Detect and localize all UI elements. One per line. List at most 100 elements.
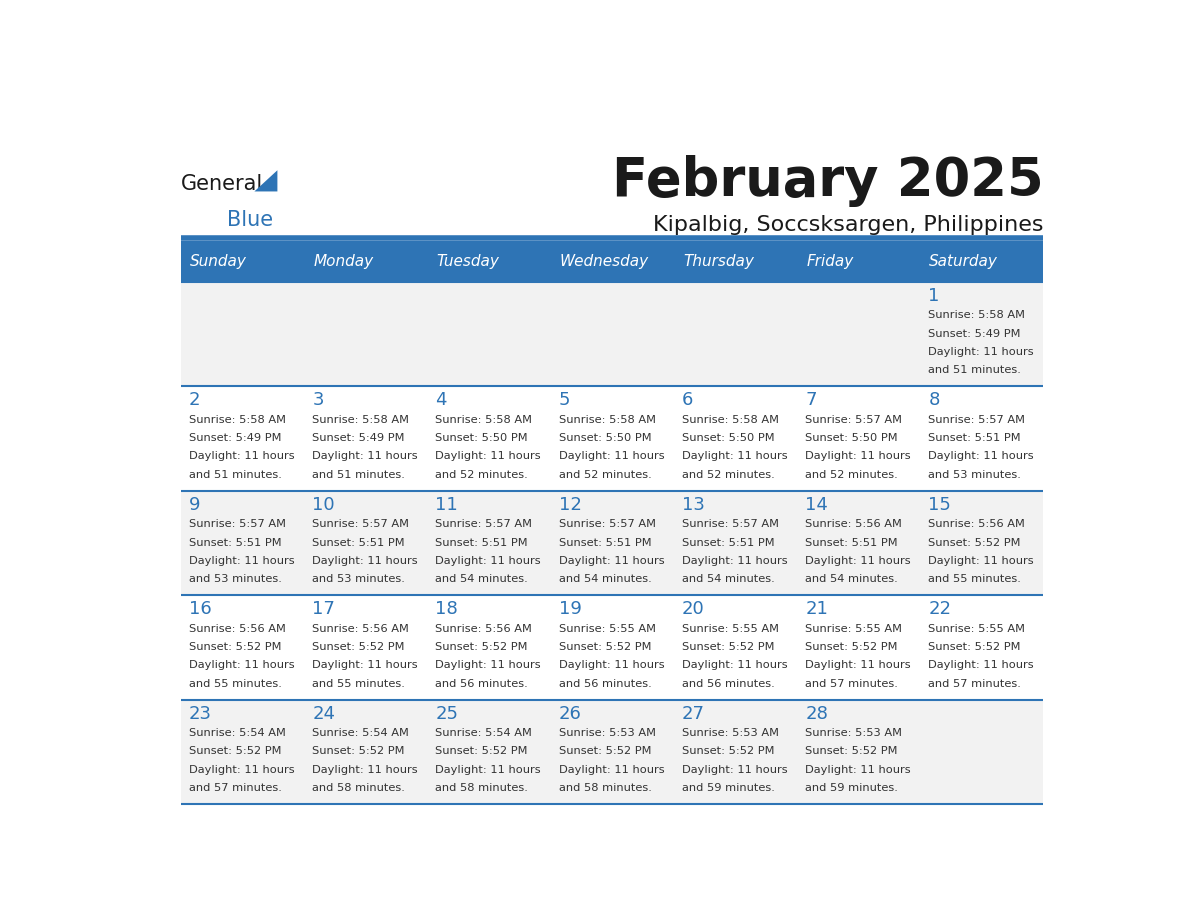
Bar bbox=[181, 596, 1043, 700]
Text: Thursday: Thursday bbox=[683, 254, 753, 269]
Text: Sunset: 5:49 PM: Sunset: 5:49 PM bbox=[312, 433, 405, 443]
Text: 23: 23 bbox=[189, 705, 211, 722]
Text: Sunset: 5:52 PM: Sunset: 5:52 PM bbox=[312, 746, 405, 756]
Text: Sunset: 5:51 PM: Sunset: 5:51 PM bbox=[929, 433, 1022, 443]
Text: and 57 minutes.: and 57 minutes. bbox=[805, 678, 898, 688]
Text: Sunrise: 5:57 AM: Sunrise: 5:57 AM bbox=[558, 520, 656, 529]
Text: Sunrise: 5:58 AM: Sunrise: 5:58 AM bbox=[436, 415, 532, 425]
Bar bbox=[304, 241, 428, 282]
Text: and 57 minutes.: and 57 minutes. bbox=[929, 678, 1022, 688]
Text: Sunset: 5:52 PM: Sunset: 5:52 PM bbox=[682, 746, 775, 756]
Text: Sunset: 5:52 PM: Sunset: 5:52 PM bbox=[805, 746, 898, 756]
Bar bbox=[181, 241, 304, 282]
Bar bbox=[797, 241, 921, 282]
Text: Daylight: 11 hours: Daylight: 11 hours bbox=[929, 660, 1034, 670]
Text: Daylight: 11 hours: Daylight: 11 hours bbox=[558, 660, 664, 670]
Text: General: General bbox=[181, 174, 263, 195]
Text: and 52 minutes.: and 52 minutes. bbox=[558, 470, 651, 480]
Text: Daylight: 11 hours: Daylight: 11 hours bbox=[189, 765, 295, 775]
Text: and 55 minutes.: and 55 minutes. bbox=[189, 678, 282, 688]
Text: 10: 10 bbox=[312, 496, 335, 514]
Text: 3: 3 bbox=[312, 391, 324, 409]
Text: 2: 2 bbox=[189, 391, 201, 409]
Text: and 52 minutes.: and 52 minutes. bbox=[805, 470, 898, 480]
Text: and 53 minutes.: and 53 minutes. bbox=[312, 575, 405, 584]
Text: Sunset: 5:52 PM: Sunset: 5:52 PM bbox=[189, 746, 282, 756]
Text: Daylight: 11 hours: Daylight: 11 hours bbox=[436, 452, 541, 462]
Text: Friday: Friday bbox=[807, 254, 853, 269]
Text: and 58 minutes.: and 58 minutes. bbox=[558, 783, 651, 793]
Text: Sunrise: 5:56 AM: Sunrise: 5:56 AM bbox=[805, 520, 902, 529]
Text: Sunset: 5:52 PM: Sunset: 5:52 PM bbox=[929, 538, 1020, 547]
Text: and 58 minutes.: and 58 minutes. bbox=[312, 783, 405, 793]
Text: 21: 21 bbox=[805, 600, 828, 619]
Text: and 52 minutes.: and 52 minutes. bbox=[682, 470, 775, 480]
Text: Sunset: 5:52 PM: Sunset: 5:52 PM bbox=[929, 642, 1020, 652]
Text: Sunrise: 5:57 AM: Sunrise: 5:57 AM bbox=[189, 520, 286, 529]
Text: Sunset: 5:52 PM: Sunset: 5:52 PM bbox=[682, 642, 775, 652]
Text: Sunrise: 5:55 AM: Sunrise: 5:55 AM bbox=[929, 623, 1025, 633]
Text: Saturday: Saturday bbox=[929, 254, 998, 269]
Text: and 53 minutes.: and 53 minutes. bbox=[189, 575, 282, 584]
Text: Sunrise: 5:54 AM: Sunrise: 5:54 AM bbox=[312, 728, 409, 738]
Text: and 51 minutes.: and 51 minutes. bbox=[929, 365, 1022, 375]
Bar bbox=[674, 241, 797, 282]
Text: Daylight: 11 hours: Daylight: 11 hours bbox=[312, 556, 418, 565]
Text: Sunset: 5:50 PM: Sunset: 5:50 PM bbox=[682, 433, 775, 443]
Text: Daylight: 11 hours: Daylight: 11 hours bbox=[929, 347, 1034, 357]
Text: and 52 minutes.: and 52 minutes. bbox=[436, 470, 529, 480]
Text: Sunrise: 5:58 AM: Sunrise: 5:58 AM bbox=[929, 310, 1025, 320]
Text: and 51 minutes.: and 51 minutes. bbox=[189, 470, 282, 480]
Text: and 56 minutes.: and 56 minutes. bbox=[558, 678, 651, 688]
Text: Sunrise: 5:58 AM: Sunrise: 5:58 AM bbox=[189, 415, 286, 425]
Text: 24: 24 bbox=[312, 705, 335, 722]
Text: Sunset: 5:51 PM: Sunset: 5:51 PM bbox=[558, 538, 651, 547]
Text: Daylight: 11 hours: Daylight: 11 hours bbox=[558, 556, 664, 565]
Text: Sunset: 5:50 PM: Sunset: 5:50 PM bbox=[558, 433, 651, 443]
Text: Daylight: 11 hours: Daylight: 11 hours bbox=[805, 452, 911, 462]
Text: Sunrise: 5:56 AM: Sunrise: 5:56 AM bbox=[189, 623, 286, 633]
Text: 15: 15 bbox=[929, 496, 952, 514]
Text: Daylight: 11 hours: Daylight: 11 hours bbox=[312, 452, 418, 462]
Text: Sunrise: 5:57 AM: Sunrise: 5:57 AM bbox=[312, 520, 409, 529]
Text: Sunset: 5:50 PM: Sunset: 5:50 PM bbox=[805, 433, 898, 443]
Text: 20: 20 bbox=[682, 600, 704, 619]
Text: Daylight: 11 hours: Daylight: 11 hours bbox=[558, 765, 664, 775]
Text: Sunset: 5:49 PM: Sunset: 5:49 PM bbox=[189, 433, 282, 443]
Text: February 2025: February 2025 bbox=[612, 155, 1043, 207]
Text: and 58 minutes.: and 58 minutes. bbox=[436, 783, 529, 793]
Text: Daylight: 11 hours: Daylight: 11 hours bbox=[189, 452, 295, 462]
Text: Sunset: 5:52 PM: Sunset: 5:52 PM bbox=[436, 746, 527, 756]
Bar bbox=[428, 241, 550, 282]
Text: Daylight: 11 hours: Daylight: 11 hours bbox=[189, 556, 295, 565]
Text: Sunrise: 5:55 AM: Sunrise: 5:55 AM bbox=[682, 623, 779, 633]
Text: Sunrise: 5:56 AM: Sunrise: 5:56 AM bbox=[312, 623, 409, 633]
Text: 17: 17 bbox=[312, 600, 335, 619]
Text: 1: 1 bbox=[929, 286, 940, 305]
Text: 9: 9 bbox=[189, 496, 201, 514]
Text: Sunset: 5:52 PM: Sunset: 5:52 PM bbox=[436, 642, 527, 652]
Bar bbox=[181, 282, 1043, 386]
Text: Sunset: 5:52 PM: Sunset: 5:52 PM bbox=[805, 642, 898, 652]
Text: and 56 minutes.: and 56 minutes. bbox=[682, 678, 775, 688]
Bar bbox=[550, 241, 674, 282]
Text: Blue: Blue bbox=[227, 209, 273, 230]
Text: Sunset: 5:51 PM: Sunset: 5:51 PM bbox=[805, 538, 898, 547]
Text: Sunrise: 5:58 AM: Sunrise: 5:58 AM bbox=[312, 415, 409, 425]
Text: Sunrise: 5:54 AM: Sunrise: 5:54 AM bbox=[436, 728, 532, 738]
Text: 7: 7 bbox=[805, 391, 816, 409]
Text: Daylight: 11 hours: Daylight: 11 hours bbox=[682, 765, 788, 775]
Text: Sunset: 5:50 PM: Sunset: 5:50 PM bbox=[436, 433, 529, 443]
Text: and 55 minutes.: and 55 minutes. bbox=[312, 678, 405, 688]
Text: 14: 14 bbox=[805, 496, 828, 514]
Text: Sunrise: 5:54 AM: Sunrise: 5:54 AM bbox=[189, 728, 286, 738]
Text: Sunrise: 5:57 AM: Sunrise: 5:57 AM bbox=[929, 415, 1025, 425]
Text: 27: 27 bbox=[682, 705, 704, 722]
Text: Sunrise: 5:55 AM: Sunrise: 5:55 AM bbox=[558, 623, 656, 633]
Text: Daylight: 11 hours: Daylight: 11 hours bbox=[189, 660, 295, 670]
Text: Sunset: 5:52 PM: Sunset: 5:52 PM bbox=[558, 642, 651, 652]
Text: Sunset: 5:51 PM: Sunset: 5:51 PM bbox=[682, 538, 775, 547]
Text: and 59 minutes.: and 59 minutes. bbox=[805, 783, 898, 793]
Bar bbox=[181, 491, 1043, 596]
Bar bbox=[181, 386, 1043, 491]
